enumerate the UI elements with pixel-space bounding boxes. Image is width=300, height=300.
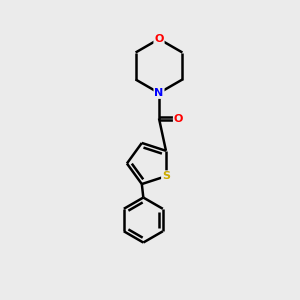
Text: O: O xyxy=(154,34,164,44)
Text: N: N xyxy=(154,88,164,98)
Text: S: S xyxy=(162,171,170,181)
Text: O: O xyxy=(174,113,183,124)
